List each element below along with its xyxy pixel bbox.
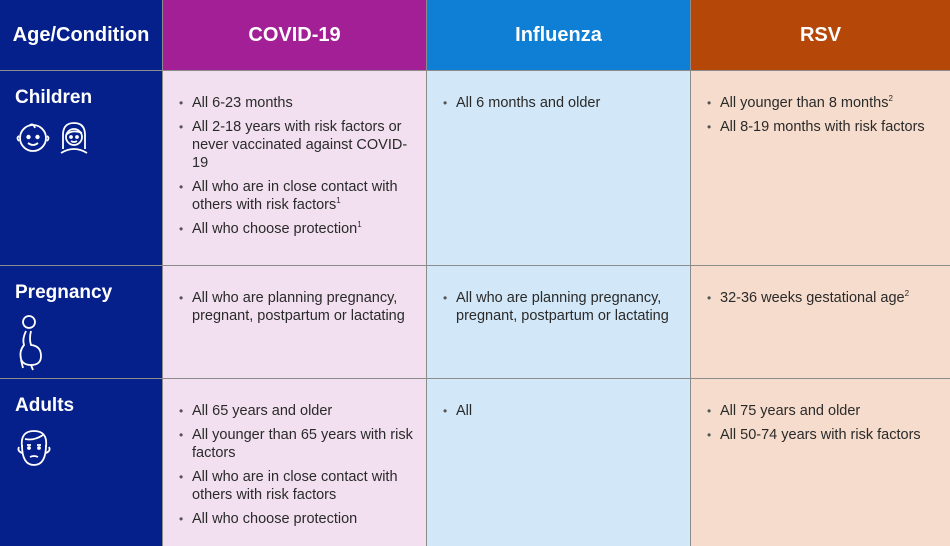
list-item-text: 32-36 weeks gestational age xyxy=(720,290,905,306)
list-item: All younger than 8 months2 xyxy=(707,94,940,112)
list-item: All 8-19 months with risk factors xyxy=(707,118,940,136)
list-item: All 75 years and older xyxy=(707,402,940,420)
baby-face-icon xyxy=(15,119,51,160)
footnote-marker: 2 xyxy=(888,94,893,104)
row-title: Children xyxy=(15,87,93,108)
list-item: All who are planning pregnancy, pregnant… xyxy=(443,289,680,325)
footnote-marker: 2 xyxy=(904,289,910,299)
list-item-text: All 2-18 years with risk factors or neve… xyxy=(192,119,408,171)
list-item: All 2-18 years with risk factors or neve… xyxy=(179,118,416,172)
list-item-text: All younger than 65 years with risk fact… xyxy=(192,427,413,461)
list-item-text: All 75 years and older xyxy=(720,403,861,419)
list-item-text: All xyxy=(456,403,473,419)
row-title: Pregnancy xyxy=(15,282,113,303)
cell-pregnancy-covid: All who are planning pregnancy, pregnant… xyxy=(163,266,427,379)
list-item: All who choose protection1 xyxy=(179,220,416,238)
list-item: All who are in close contact with others… xyxy=(179,468,416,504)
footnote-marker: 1 xyxy=(336,196,341,206)
list-item: All who are in close contact with others… xyxy=(179,178,416,214)
row-label-children: Children xyxy=(0,71,163,266)
list-item-text: All who are in close contact with others… xyxy=(192,469,398,503)
header-age-condition: Age/Condition xyxy=(0,0,163,71)
header-rsv: RSV xyxy=(691,0,950,71)
list-item-text: All who are planning pregnancy, pregnant… xyxy=(192,290,405,324)
list-item: All 6 months and older xyxy=(443,94,680,112)
girl-face-icon xyxy=(57,119,91,160)
list-item: 32-36 weeks gestational age2 xyxy=(707,289,940,307)
list-item: All 50-74 years with risk factors xyxy=(707,426,940,444)
adult-face-icon xyxy=(15,427,53,476)
cell-pregnancy-influenza: All who are planning pregnancy, pregnant… xyxy=(427,266,691,379)
row-label-pregnancy: Pregnancy xyxy=(0,266,163,379)
row-title: Adults xyxy=(15,395,75,416)
list-item-text: All who are in close contact with others… xyxy=(192,179,398,213)
list-item-text: All 50-74 years with risk factors xyxy=(720,427,921,443)
header-influenza: Influenza xyxy=(427,0,691,71)
cell-adults-rsv: All 75 years and older All 50-74 years wi… xyxy=(691,379,950,546)
list-item: All younger than 65 years with risk fact… xyxy=(179,426,416,462)
list-item: All xyxy=(443,402,680,420)
list-item-text: All who choose protection xyxy=(192,511,358,527)
cell-children-influenza: All 6 months and older xyxy=(427,71,691,266)
list-item: All 6-23 months xyxy=(179,94,416,112)
list-item-text: All younger than 8 months xyxy=(720,95,889,111)
list-item-text: All who are planning pregnancy, pregnant… xyxy=(456,290,669,324)
footnote-marker: 1 xyxy=(357,220,362,230)
cell-adults-covid: All 65 years and older All younger than 6… xyxy=(163,379,427,546)
cell-pregnancy-rsv: 32-36 weeks gestational age2 xyxy=(691,266,950,379)
list-item: All who are planning pregnancy, pregnant… xyxy=(179,289,416,325)
list-item: All who choose protection xyxy=(179,510,416,528)
cell-children-covid: All 6-23 months All 2-18 years with risk … xyxy=(163,71,427,266)
list-item-text: All 6-23 months xyxy=(192,95,293,111)
list-item-text: All 65 years and older xyxy=(192,403,333,419)
cell-adults-influenza: All xyxy=(427,379,691,546)
list-item-text: All 6 months and older xyxy=(456,95,601,111)
list-item: All 65 years and older xyxy=(179,402,416,420)
cell-children-rsv: All younger than 8 months2 All 8-19 month… xyxy=(691,71,950,266)
pregnant-person-icon xyxy=(15,314,45,377)
header-covid: COVID-19 xyxy=(163,0,427,71)
row-label-adults: Adults xyxy=(0,379,163,546)
list-item-text: All 8-19 months with risk factors xyxy=(720,119,925,135)
list-item-text: All who choose protection xyxy=(192,221,358,237)
